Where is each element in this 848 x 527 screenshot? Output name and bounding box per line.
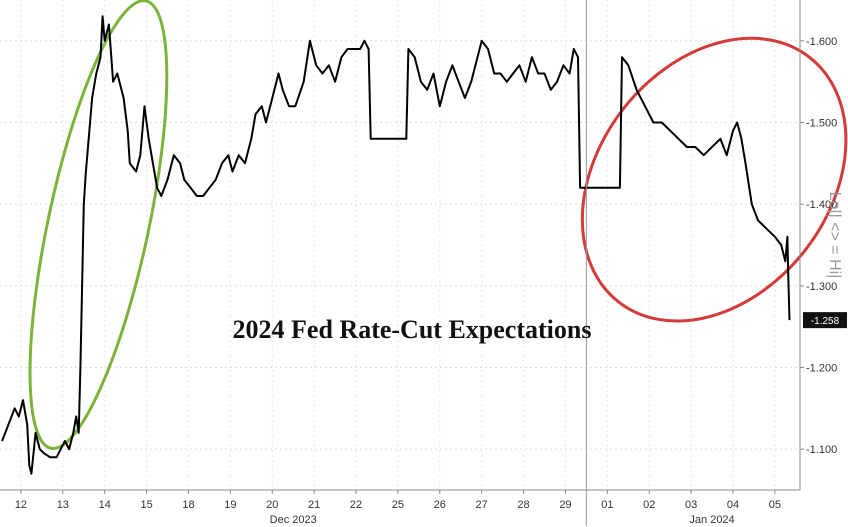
y-tick-label: -1.600: [806, 36, 837, 48]
highlight-ellipse: [580, 36, 848, 323]
x-axis: 12 13 14 15 18 19 20 21 22 25 26 27 28 29 01 02 03 04 05: [15, 490, 781, 511]
grid: [0, 0, 800, 490]
x-tick-label: 21: [308, 499, 320, 511]
x-tick-label: 12: [15, 499, 27, 511]
x-tick-label: 03: [685, 499, 697, 511]
x-tick-label: 01: [601, 499, 613, 511]
y-tick-label: -1.500: [806, 118, 837, 130]
y-tick-label: -1.100: [806, 444, 837, 456]
y-axis: -1.100 -1.200 -1.300 -1.400 -1.500 -1.600: [800, 36, 837, 456]
last-value-badge: -1.258: [803, 312, 847, 329]
x-tick-label: 27: [476, 499, 488, 511]
x-tick-label: 22: [350, 499, 362, 511]
month-label: Jan 2024: [689, 514, 734, 526]
month-label: Dec 2023: [270, 514, 317, 526]
x-tick-label: 19: [224, 499, 236, 511]
last-value-bg: [803, 312, 847, 329]
x-tick-label: 18: [182, 499, 194, 511]
series: [1, 15, 791, 475]
x-tick-label: 14: [99, 499, 111, 511]
x-tick-label: 15: [140, 499, 152, 511]
series-line: [1, 15, 791, 475]
axis-side-label: Lo|| <> = Hi|: [826, 192, 843, 279]
chart-title: 2024 Fed Rate-Cut Expectations: [233, 315, 592, 344]
last-value-label: -1.258: [811, 316, 840, 327]
x-tick-label: 26: [434, 499, 446, 511]
month-labels: Dec 2023 Jan 2024: [270, 0, 735, 526]
x-tick-label: 02: [643, 499, 655, 511]
annotations: [28, 0, 848, 450]
x-tick-label: 20: [266, 499, 278, 511]
y-tick-label: -1.200: [806, 363, 837, 375]
y-tick-label: -1.400: [806, 199, 837, 211]
x-tick-label: 04: [727, 499, 739, 511]
x-tick-label: 25: [392, 499, 404, 511]
x-tick-label: 28: [517, 499, 529, 511]
x-tick-label: 05: [769, 499, 781, 511]
highlight-ellipse: [28, 0, 169, 450]
x-tick-label: 13: [57, 499, 69, 511]
x-tick-label: 29: [559, 499, 571, 511]
y-tick-label: -1.300: [806, 281, 837, 293]
